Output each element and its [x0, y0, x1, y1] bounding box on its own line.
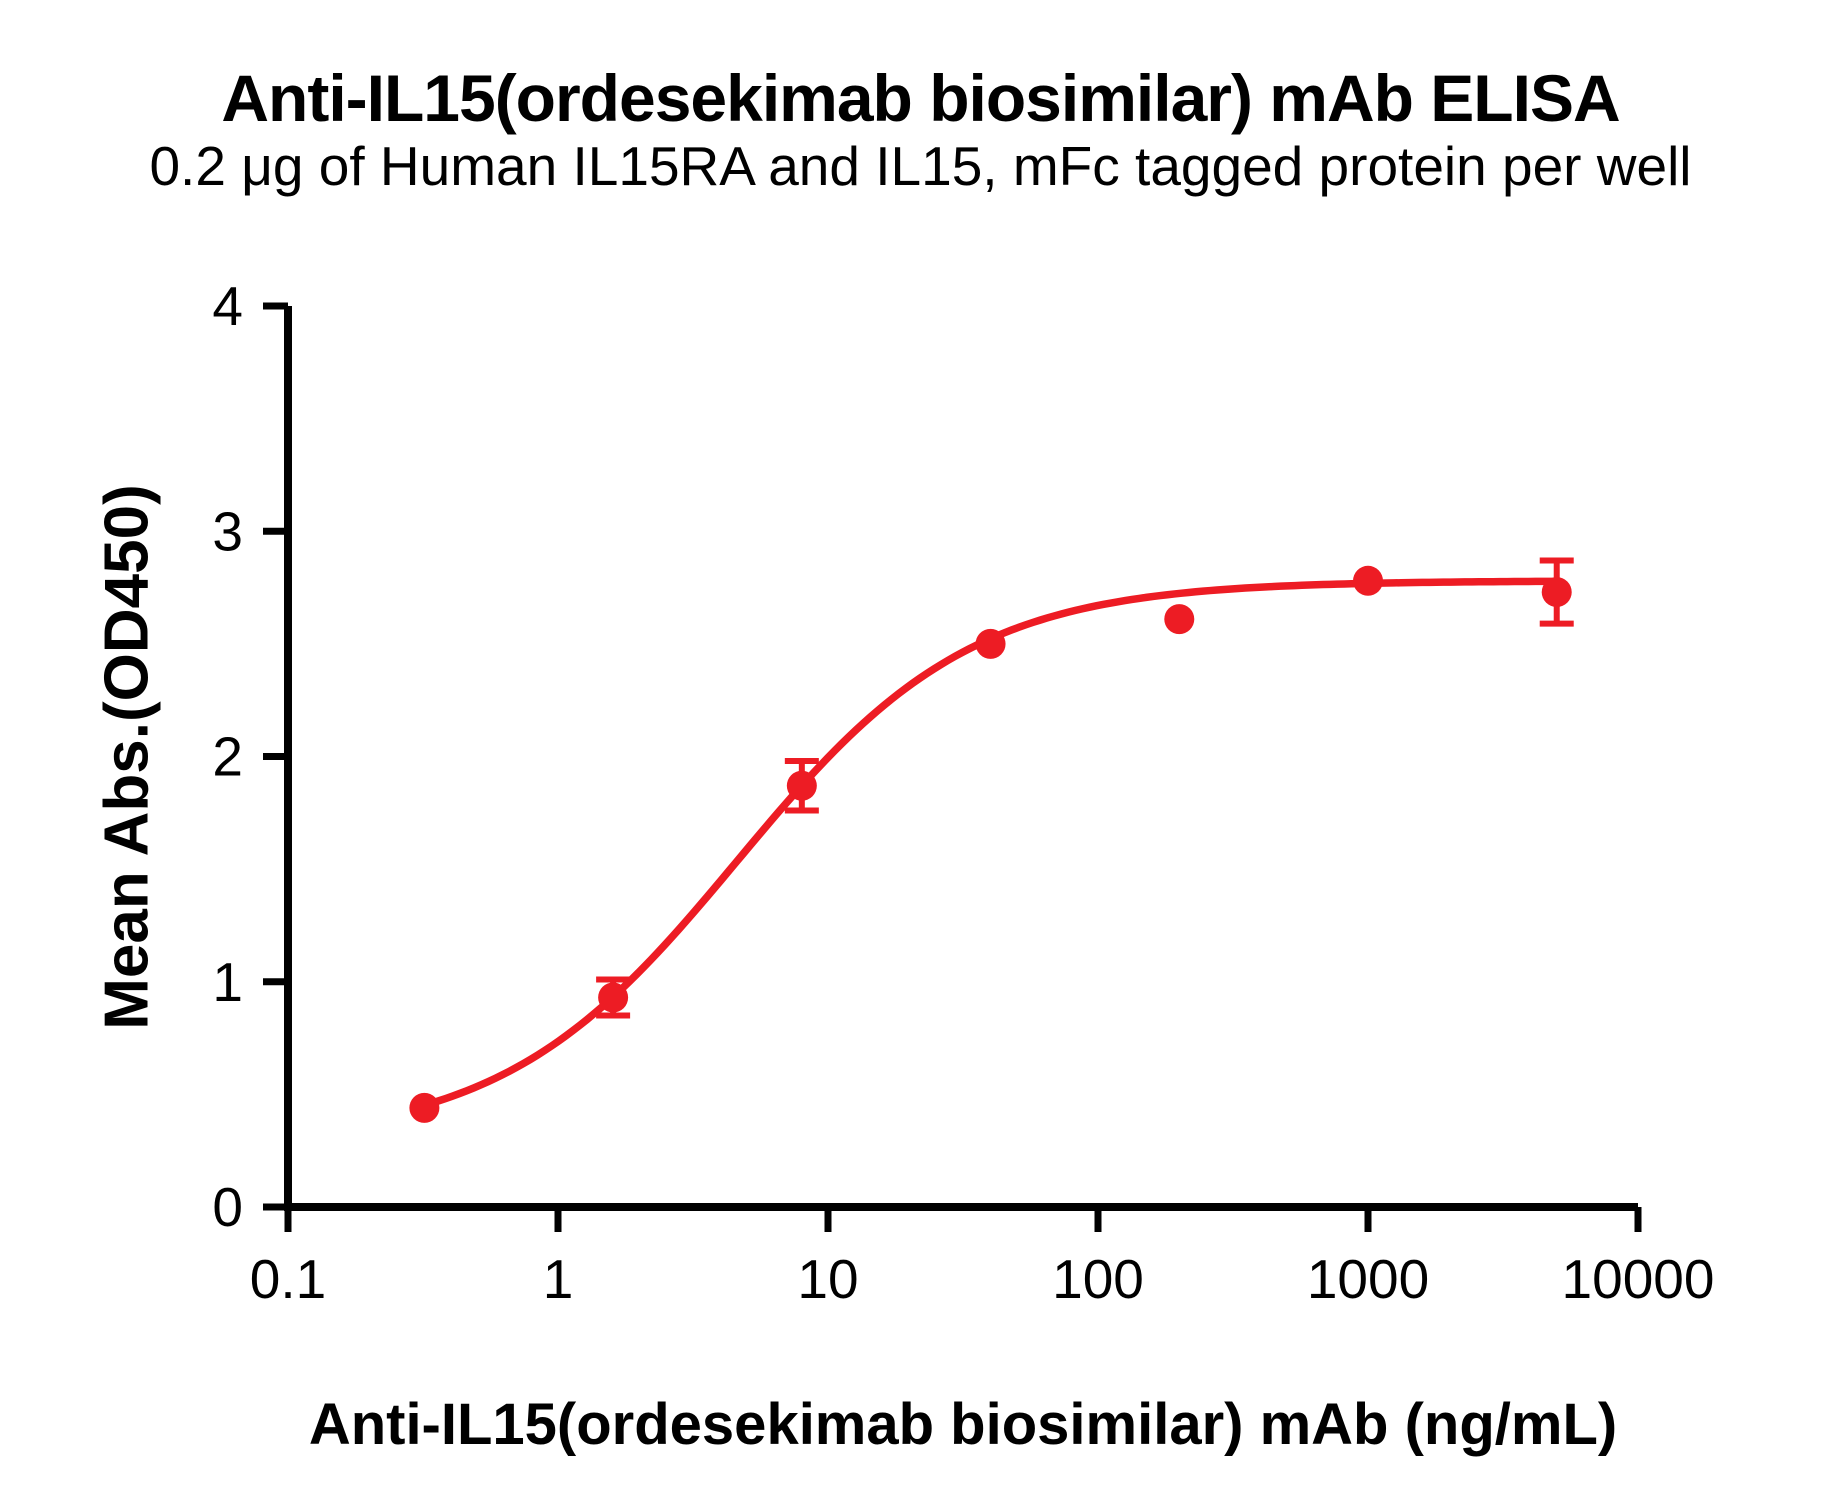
y-tick-label: 1 — [212, 951, 243, 1013]
x-tick-label: 100 — [1052, 1248, 1144, 1310]
y-tick-label: 0 — [212, 1176, 243, 1238]
data-point-marker — [1164, 604, 1195, 635]
data-point-marker — [786, 770, 817, 801]
y-tick-label: 3 — [212, 500, 243, 562]
x-tick-label: 0.1 — [250, 1248, 326, 1310]
y-tick-label: 4 — [212, 275, 243, 337]
x-tick-label: 1000 — [1307, 1248, 1429, 1310]
data-point-marker — [409, 1092, 440, 1123]
x-tick-label: 1 — [543, 1248, 574, 1310]
x-axis-title: Anti-IL15(ordesekimab biosimilar) mAb (n… — [308, 1392, 1618, 1457]
x-tick-label: 10 — [797, 1248, 858, 1310]
x-tick-label: 10000 — [1562, 1248, 1715, 1310]
chart-title: Anti-IL15(ordesekimab biosimilar) mAb EL… — [221, 61, 1620, 135]
chart-subtitle: 0.2 μg of Human IL15RA and IL15, mFc tag… — [149, 135, 1692, 197]
data-point-marker — [1353, 565, 1383, 596]
fit-curve — [420, 577, 1561, 1109]
data-point-marker — [598, 982, 629, 1013]
y-tick-label: 2 — [212, 726, 243, 788]
data-point-marker — [975, 628, 1006, 659]
data-point-marker — [1541, 577, 1572, 608]
